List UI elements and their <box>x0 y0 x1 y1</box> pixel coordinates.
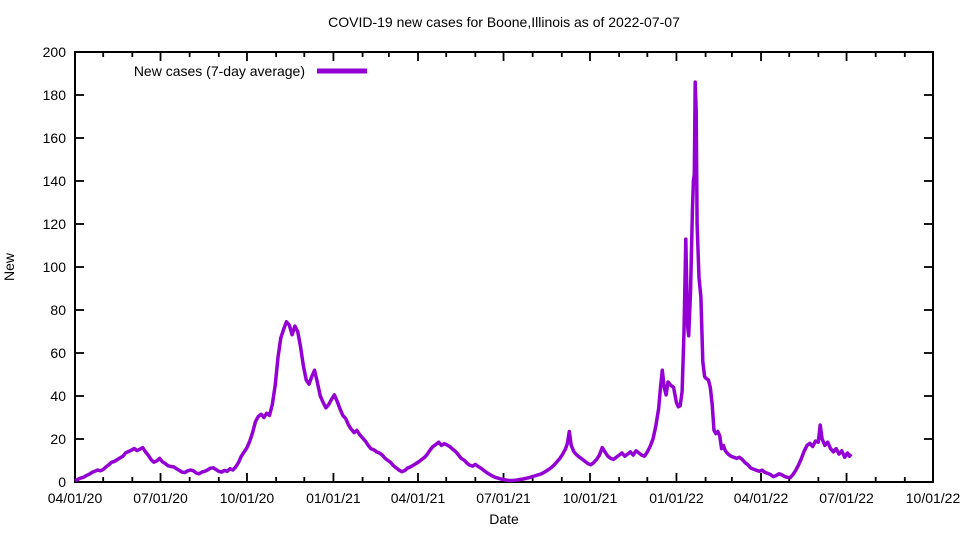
legend: New cases (7-day average) <box>134 63 367 79</box>
ticks-layer: 04/01/20 07/01/20 10/01/20 01/01/21 04/01/21… <box>43 44 960 506</box>
y-tick-label: 180 <box>43 87 67 103</box>
y-tick-label: 80 <box>50 302 66 318</box>
x-tick-label: 04/01/21 <box>391 490 446 506</box>
x-tick-label: 10/01/21 <box>563 490 618 506</box>
x-axis-label: Date <box>489 511 519 527</box>
y-tick-label: 200 <box>43 44 67 60</box>
x-tick-label: 07/01/20 <box>133 490 188 506</box>
y-tick-label: 0 <box>58 474 66 490</box>
y-tick-label: 100 <box>43 259 67 275</box>
y-tick-label: 140 <box>43 173 67 189</box>
new-cases-line <box>74 80 853 483</box>
x-tick-label: 07/01/22 <box>819 490 874 506</box>
y-tick-label: 40 <box>50 388 66 404</box>
legend-label: New cases (7-day average) <box>134 63 305 79</box>
y-tick-label: 120 <box>43 216 67 232</box>
x-tick-label: 01/01/22 <box>649 490 704 506</box>
x-tick-label: 01/01/21 <box>306 490 361 506</box>
y-tick-label: 60 <box>50 345 66 361</box>
y-tick-label: 160 <box>43 130 67 146</box>
x-tick-label: 10/01/22 <box>906 490 960 506</box>
x-tick-label: 07/01/21 <box>476 490 531 506</box>
chart-title: COVID-19 new cases for Boone,Illinois as… <box>328 14 680 30</box>
y-tick-label: 20 <box>50 431 66 447</box>
x-tick-label: 10/01/20 <box>220 490 275 506</box>
x-tick-label: 04/01/22 <box>734 490 789 506</box>
plot-border <box>74 51 934 483</box>
y-axis-label: New <box>1 252 17 281</box>
x-tick-label: 04/01/20 <box>48 490 103 506</box>
